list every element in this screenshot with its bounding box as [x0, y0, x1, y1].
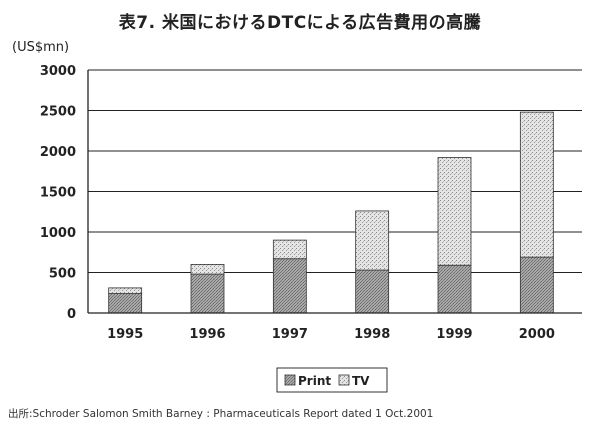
source-note: 出所:Schroder Salomon Smith Barney : Pharm… [8, 408, 434, 420]
bars-layer [108, 111, 554, 314]
bar-print-1997 [272, 258, 307, 314]
bar-tv-1996 [190, 263, 225, 275]
stacked-bar-chart: 0 500 1000 1500 2000 2500 3000 1995 1996 1997 1998… [40, 64, 582, 393]
axis-layer: 0 500 1000 1500 2000 2500 3000 1995 1996 1997 1998… [40, 64, 582, 342]
y-tick-label: 1000 [40, 226, 76, 241]
bar-print-1998 [355, 269, 390, 314]
grid-layer [88, 69, 582, 273]
bar-tv-1995 [108, 287, 143, 294]
bar-tv-1998 [355, 210, 390, 271]
x-tick-label: 1999 [436, 327, 472, 342]
bar-tv-1999 [437, 157, 472, 266]
bar-print-1996 [190, 273, 225, 314]
x-tick-label: 1997 [272, 327, 308, 342]
legend-label-tv: TV [352, 374, 370, 388]
legend-swatch-tv [338, 374, 350, 386]
x-tick-label: 1995 [107, 327, 143, 342]
x-tick-label: 1998 [354, 327, 390, 342]
x-tick-label: 2000 [519, 327, 555, 342]
bar-tv-1997 [272, 239, 307, 260]
y-tick-label: 2000 [40, 145, 76, 160]
y-tick-label: 1500 [40, 186, 76, 201]
bar-print-1999 [437, 264, 472, 314]
legend: Print TV [276, 367, 388, 393]
x-tick-label: 1996 [189, 327, 225, 342]
y-tick-label: 0 [67, 307, 76, 322]
legend-swatch-print [284, 374, 296, 386]
chart-title: 表7. 米国におけるDTCによる広告費用の高騰 [118, 13, 482, 33]
y-tick-label: 2500 [40, 105, 76, 120]
y-axis-unit-label: (US$mn) [12, 40, 70, 55]
y-tick-label: 500 [49, 267, 76, 282]
legend-label-print: Print [298, 374, 331, 388]
bar-print-2000 [519, 256, 554, 314]
bar-tv-2000 [519, 111, 554, 258]
bar-print-1995 [108, 293, 143, 314]
y-tick-label: 3000 [40, 64, 76, 79]
